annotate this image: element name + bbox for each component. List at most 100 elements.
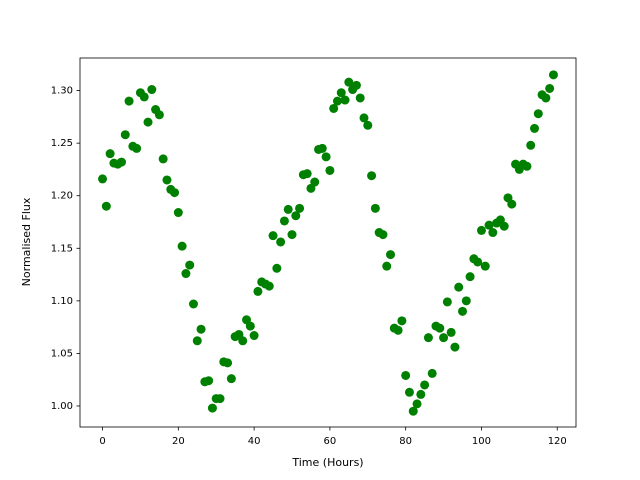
point [488, 228, 498, 238]
point [454, 282, 464, 292]
point [295, 203, 305, 213]
point [382, 261, 392, 271]
point [351, 80, 361, 90]
point [162, 175, 172, 185]
point [325, 165, 335, 175]
point [439, 333, 449, 343]
point [465, 272, 475, 282]
point [147, 85, 157, 95]
point [170, 188, 180, 198]
point [359, 113, 369, 123]
point [416, 389, 426, 399]
point [397, 316, 407, 326]
point [363, 120, 373, 130]
point [442, 297, 452, 307]
point [386, 250, 396, 260]
point [264, 281, 274, 291]
x-axis-label: Time (Hours) [291, 456, 363, 469]
point [412, 399, 422, 409]
point [181, 269, 191, 279]
point [355, 93, 365, 103]
point [446, 327, 456, 337]
point [105, 149, 115, 159]
point [507, 199, 517, 209]
x-tick-label: 120 [548, 436, 567, 447]
point [340, 95, 350, 105]
x-tick-label: 40 [248, 436, 261, 447]
x-tick-label: 20 [172, 436, 185, 447]
y-tick-label: 1.10 [51, 296, 73, 307]
x-tick-label: 80 [399, 436, 412, 447]
point [473, 257, 483, 267]
point [367, 171, 377, 181]
point [154, 110, 164, 120]
point [404, 387, 414, 397]
point [196, 324, 206, 334]
point [188, 299, 198, 309]
point [420, 380, 430, 390]
point [336, 88, 346, 98]
point [272, 263, 282, 273]
point [116, 157, 126, 167]
point [408, 406, 418, 416]
y-tick-label: 1.25 [51, 138, 73, 149]
point [101, 201, 111, 211]
point [185, 260, 195, 270]
y-tick-label: 1.05 [51, 348, 73, 359]
x-tick-label: 60 [324, 436, 337, 447]
x-tick-label: 0 [99, 436, 105, 447]
point [401, 370, 411, 380]
y-tick-label: 1.20 [51, 191, 73, 202]
y-tick-label: 1.00 [51, 401, 73, 412]
point [173, 208, 183, 218]
point [291, 211, 301, 221]
point [378, 230, 388, 240]
point [238, 336, 248, 346]
point [522, 161, 532, 171]
point [226, 374, 236, 384]
point [458, 306, 468, 316]
point [98, 174, 108, 184]
point [461, 296, 471, 306]
axes-frame [79, 57, 577, 428]
point [192, 336, 202, 346]
point [245, 321, 255, 331]
point [223, 358, 233, 368]
point [302, 169, 312, 179]
point [332, 96, 342, 106]
point [204, 376, 214, 386]
point [279, 216, 289, 226]
point [526, 140, 536, 150]
point [484, 220, 494, 230]
point [450, 342, 460, 352]
point [124, 96, 134, 106]
y-tick-label: 1.30 [51, 86, 73, 97]
point [423, 333, 433, 343]
point [344, 77, 354, 87]
x-tick-label: 100 [472, 436, 491, 447]
point [321, 152, 331, 162]
point [132, 143, 142, 153]
point [370, 203, 380, 213]
point [541, 93, 551, 103]
point [427, 368, 437, 378]
point [215, 394, 225, 404]
point [548, 70, 558, 80]
point [393, 325, 403, 335]
y-tick-label: 1.15 [51, 243, 73, 254]
point [158, 154, 168, 164]
point [276, 237, 286, 247]
point [207, 403, 217, 413]
point [143, 117, 153, 127]
y-axis-label: Normalised Flux [20, 197, 33, 286]
point [177, 241, 187, 251]
point [499, 221, 509, 231]
point [533, 109, 543, 119]
point [139, 92, 149, 102]
point [476, 225, 486, 235]
point [317, 143, 327, 153]
point [480, 261, 490, 271]
point [268, 231, 278, 241]
point [249, 331, 259, 341]
